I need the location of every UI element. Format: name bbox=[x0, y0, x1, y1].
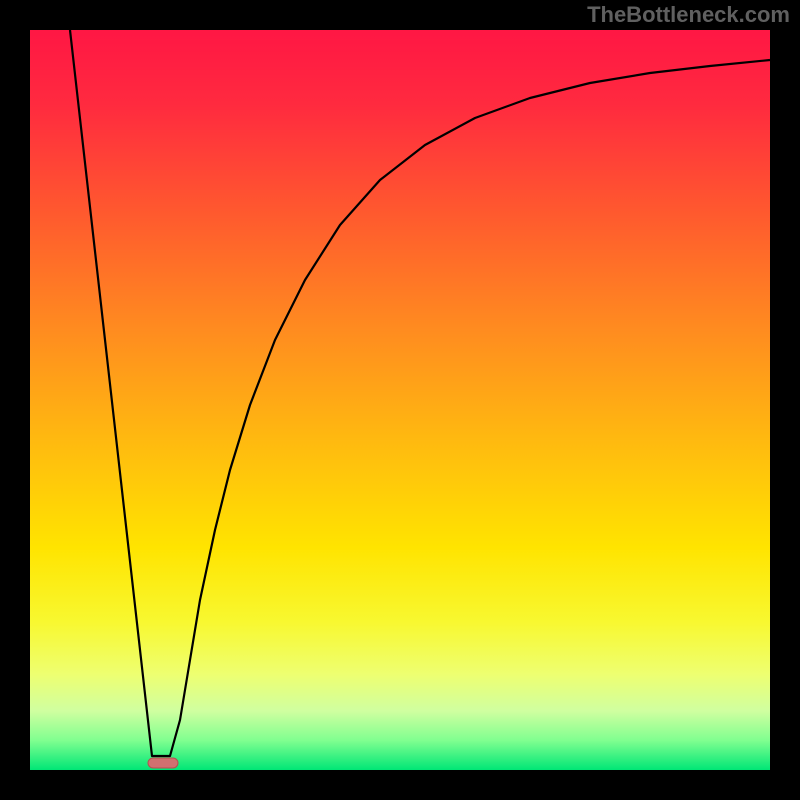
bottleneck-chart bbox=[0, 0, 800, 800]
optimal-marker bbox=[148, 758, 178, 768]
chart-container: TheBottleneck.com bbox=[0, 0, 800, 800]
watermark-text: TheBottleneck.com bbox=[587, 2, 790, 28]
